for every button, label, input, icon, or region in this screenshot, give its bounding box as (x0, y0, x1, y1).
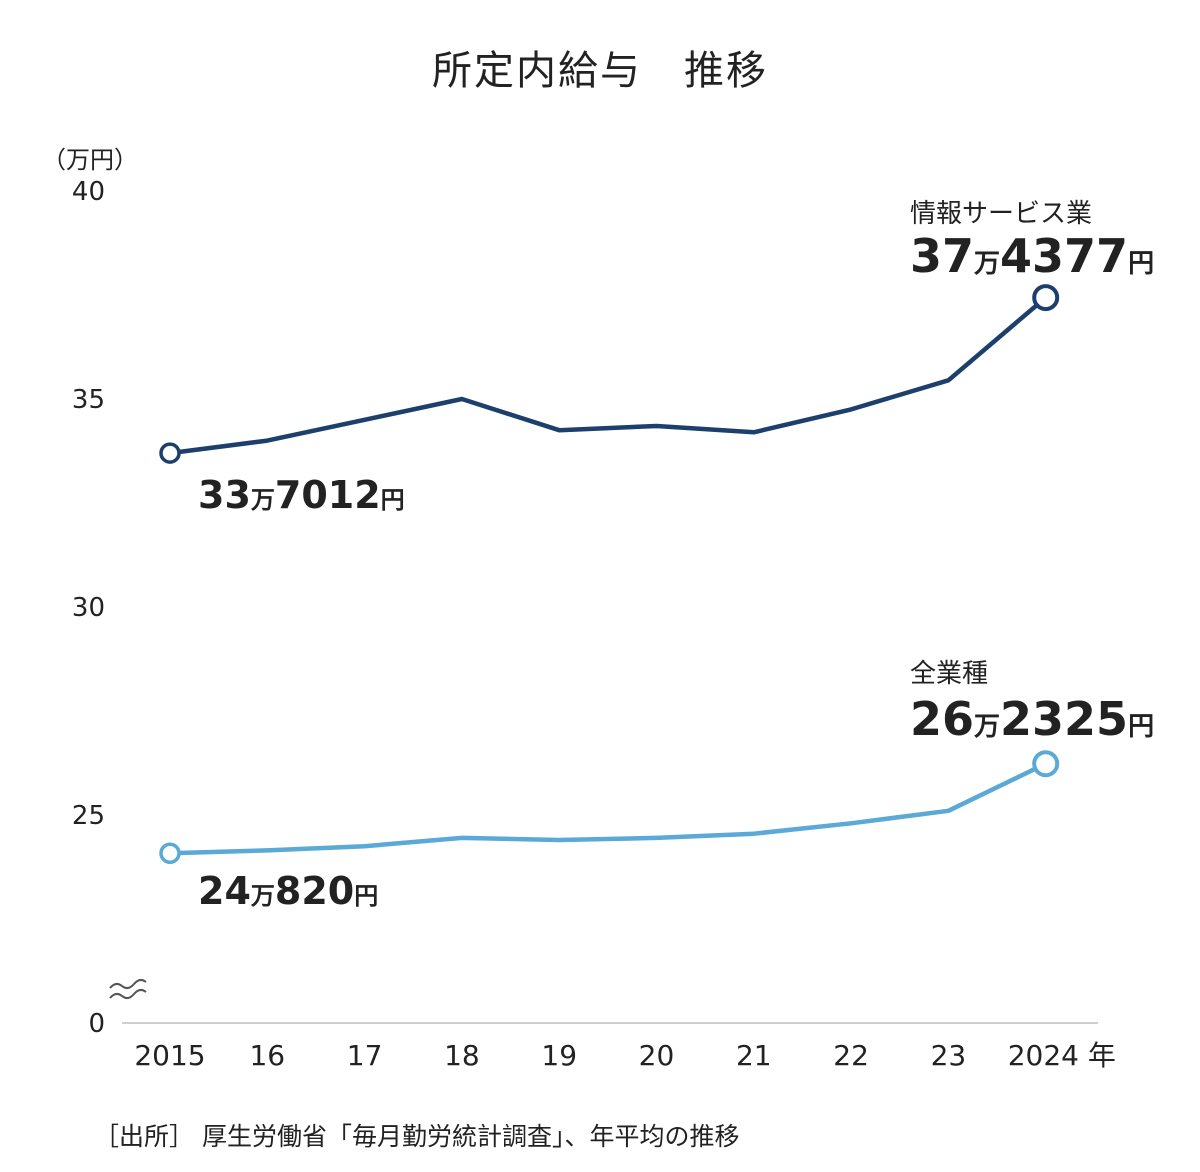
series-end-point (1032, 750, 1060, 778)
series-start-point (159, 842, 181, 865)
x-tick-label: 18 (444, 1039, 480, 1072)
x-axis-ticks: 2015 16 17 18 19 20 21 22 23 2024 年 (134, 1039, 1116, 1072)
y-tick-label: 35 (72, 385, 105, 415)
series-line (167, 295, 1048, 456)
series-group (159, 284, 1060, 865)
start-value-label: 24万820円 (198, 869, 378, 913)
x-tick-label: 21 (736, 1039, 772, 1072)
x-tick-label: 22 (833, 1039, 869, 1072)
x-tick-label: 20 (639, 1039, 675, 1072)
series-name-label: 全業種 (910, 659, 988, 689)
y-tick-label: 25 (72, 801, 105, 831)
series-start-point (159, 442, 181, 464)
end-value-label: 26万2325円 (910, 692, 1154, 746)
y-tick-label: 0 (88, 1009, 105, 1039)
series-name-label: 情報サービス業 (910, 199, 1092, 229)
y-tick-label: 40 (72, 177, 105, 207)
x-tick-label: 19 (541, 1039, 577, 1072)
series-line (167, 761, 1048, 856)
x-tick-label: 2024 年 (1008, 1039, 1116, 1072)
y-tick-label: 30 (72, 593, 105, 623)
end-value-label: 37万4377円 (910, 229, 1154, 283)
source-note: ［出所］ 厚生労働省「毎月勤労統計調査」、年平均の推移 (94, 1122, 739, 1151)
x-tick-label: 17 (347, 1039, 383, 1072)
chart-title: 所定内給与 推移 (432, 48, 768, 94)
y-axis-ticks: 0 25 30 35 40 (72, 177, 105, 1039)
x-tick-label: 23 (931, 1039, 967, 1072)
start-value-label: 33万7012円 (198, 473, 405, 517)
series-end-point (1032, 284, 1060, 312)
y-axis-unit: （万円） (42, 146, 138, 174)
x-tick-label: 2015 (134, 1039, 205, 1072)
x-tick-label: 16 (249, 1039, 285, 1072)
axis-break-icon (109, 978, 147, 1000)
